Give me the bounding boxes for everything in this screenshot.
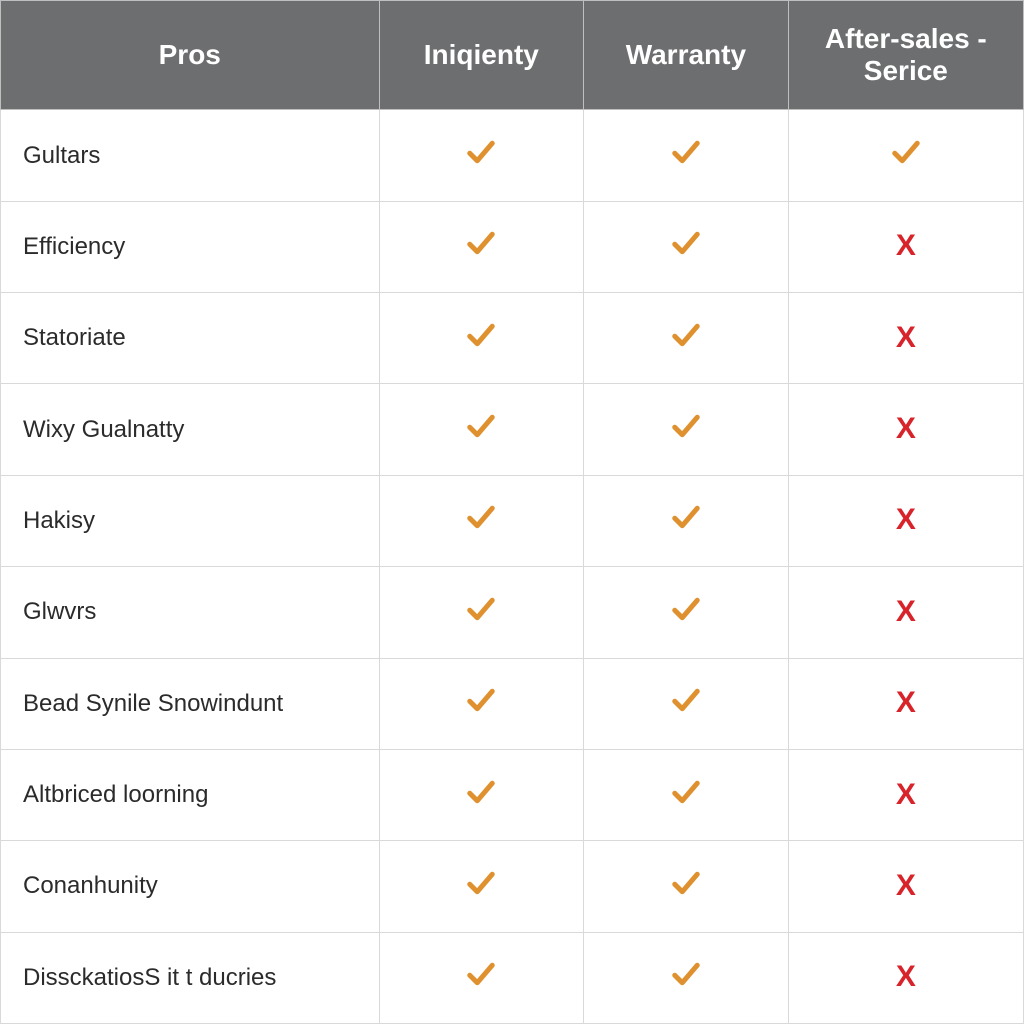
check-icon xyxy=(891,137,921,167)
check-icon xyxy=(466,320,496,350)
table-row: Glwvrs X xyxy=(1,567,1024,658)
row-label: DissckatiosS it t ducries xyxy=(1,932,380,1023)
cross-icon: X xyxy=(896,414,916,444)
table-body: GultarsEfficiencyXStatoriateXWixy Gualna… xyxy=(1,110,1024,1024)
check-icon xyxy=(466,685,496,715)
table-row: DissckatiosS it t ducries X xyxy=(1,932,1024,1023)
cell xyxy=(584,658,789,749)
comparison-table: Pros Iniqienty Warranty After-sales - Se… xyxy=(0,0,1024,1024)
cell xyxy=(379,567,584,658)
check-icon xyxy=(671,228,701,258)
table-row: Altbriced loorning X xyxy=(1,749,1024,840)
cell xyxy=(379,110,584,201)
row-label: Bead Synile Snowindunt xyxy=(1,658,380,749)
table-row: Conanhunity X xyxy=(1,841,1024,932)
col-header-pros: Pros xyxy=(1,1,380,110)
table-row: Bead Synile Snowindunt X xyxy=(1,658,1024,749)
table-row: Efficiency X xyxy=(1,201,1024,292)
cross-icon: X xyxy=(896,871,916,901)
cell: X xyxy=(788,384,1023,475)
check-icon xyxy=(466,228,496,258)
cross-icon: X xyxy=(896,231,916,261)
check-icon xyxy=(671,320,701,350)
table-row: Gultars xyxy=(1,110,1024,201)
cell xyxy=(584,567,789,658)
row-label: Hakisy xyxy=(1,475,380,566)
row-label: Statoriate xyxy=(1,293,380,384)
check-icon xyxy=(466,594,496,624)
col-header-iniqienty: Iniqienty xyxy=(379,1,584,110)
cross-icon: X xyxy=(896,597,916,627)
row-label: Efficiency xyxy=(1,201,380,292)
row-label: Altbriced loorning xyxy=(1,749,380,840)
cross-icon: X xyxy=(896,505,916,535)
check-icon xyxy=(466,411,496,441)
cell xyxy=(379,475,584,566)
cell xyxy=(379,841,584,932)
cell: X xyxy=(788,567,1023,658)
cell xyxy=(584,932,789,1023)
cell: X xyxy=(788,201,1023,292)
check-icon xyxy=(466,137,496,167)
cell xyxy=(788,110,1023,201)
cell: X xyxy=(788,658,1023,749)
cell xyxy=(584,201,789,292)
cell xyxy=(584,110,789,201)
check-icon xyxy=(466,502,496,532)
cell: X xyxy=(788,841,1023,932)
cell xyxy=(379,384,584,475)
cell xyxy=(584,475,789,566)
table-header-row: Pros Iniqienty Warranty After-sales - Se… xyxy=(1,1,1024,110)
check-icon xyxy=(671,777,701,807)
check-icon xyxy=(671,959,701,989)
check-icon xyxy=(466,868,496,898)
row-label: Wixy Gualnatty xyxy=(1,384,380,475)
check-icon xyxy=(671,594,701,624)
cross-icon: X xyxy=(896,688,916,718)
row-label: Glwvrs xyxy=(1,567,380,658)
check-icon xyxy=(671,502,701,532)
table-row: Hakisy X xyxy=(1,475,1024,566)
cell xyxy=(584,384,789,475)
col-header-aftersales: After-sales - Serice xyxy=(788,1,1023,110)
cell xyxy=(584,749,789,840)
cross-icon: X xyxy=(896,962,916,992)
cell: X xyxy=(788,932,1023,1023)
cell xyxy=(379,932,584,1023)
cross-icon: X xyxy=(896,780,916,810)
check-icon xyxy=(671,137,701,167)
cell xyxy=(379,201,584,292)
check-icon xyxy=(466,959,496,989)
col-header-warranty: Warranty xyxy=(584,1,789,110)
cell xyxy=(584,841,789,932)
check-icon xyxy=(671,685,701,715)
row-label: Conanhunity xyxy=(1,841,380,932)
cross-icon: X xyxy=(896,323,916,353)
table-row: Statoriate X xyxy=(1,293,1024,384)
cell: X xyxy=(788,293,1023,384)
check-icon xyxy=(671,411,701,441)
cell: X xyxy=(788,749,1023,840)
cell: X xyxy=(788,475,1023,566)
check-icon xyxy=(671,868,701,898)
cell xyxy=(379,658,584,749)
cell xyxy=(584,293,789,384)
row-label: Gultars xyxy=(1,110,380,201)
cell xyxy=(379,749,584,840)
cell xyxy=(379,293,584,384)
table-row: Wixy Gualnatty X xyxy=(1,384,1024,475)
check-icon xyxy=(466,777,496,807)
